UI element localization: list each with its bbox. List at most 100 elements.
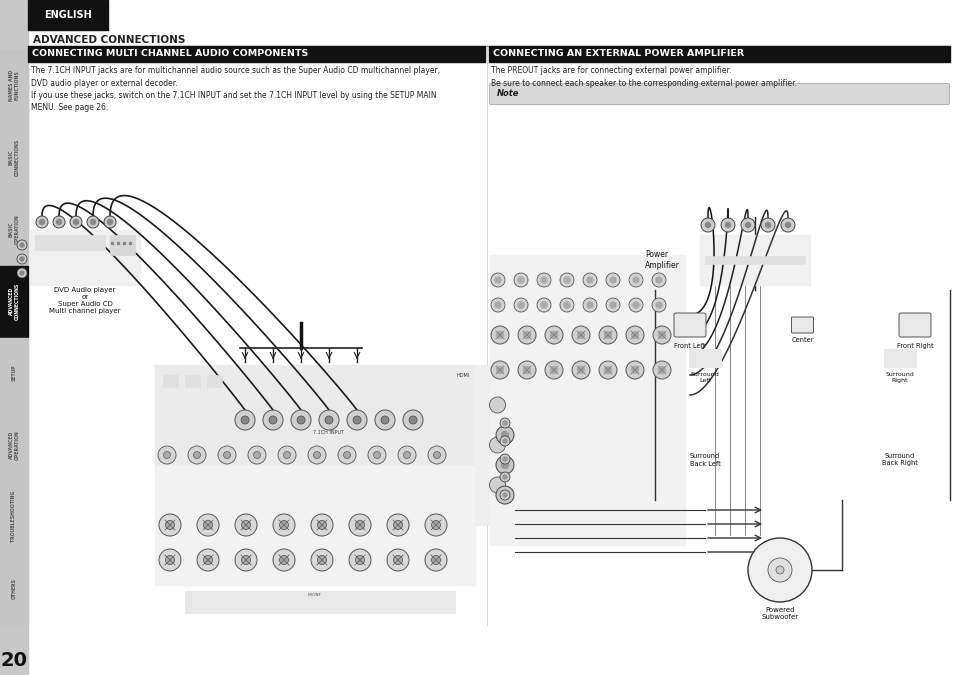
Circle shape	[499, 472, 510, 482]
Circle shape	[724, 223, 730, 227]
Text: Power
Amplifier: Power Amplifier	[644, 250, 679, 270]
Circle shape	[514, 273, 527, 287]
Circle shape	[550, 331, 557, 338]
Circle shape	[656, 302, 661, 308]
Circle shape	[502, 421, 506, 425]
Circle shape	[633, 277, 639, 283]
Circle shape	[296, 416, 305, 424]
Circle shape	[496, 456, 514, 474]
FancyBboxPatch shape	[898, 313, 930, 337]
Circle shape	[499, 436, 510, 446]
Circle shape	[311, 549, 333, 571]
Circle shape	[502, 493, 506, 497]
Circle shape	[628, 273, 642, 287]
Bar	[688, 349, 720, 367]
Circle shape	[517, 326, 536, 344]
Circle shape	[496, 367, 503, 373]
Circle shape	[720, 218, 734, 232]
Circle shape	[234, 514, 256, 536]
Circle shape	[314, 452, 320, 458]
Bar	[655, 290, 949, 500]
Circle shape	[325, 416, 333, 424]
Circle shape	[495, 277, 500, 283]
Circle shape	[775, 566, 783, 574]
Circle shape	[39, 219, 45, 225]
Circle shape	[491, 273, 504, 287]
Circle shape	[409, 416, 416, 424]
Circle shape	[559, 298, 574, 312]
Text: NAMES AND
FUNCTIONS: NAMES AND FUNCTIONS	[9, 70, 19, 101]
Circle shape	[523, 331, 530, 338]
Bar	[0, 338, 28, 408]
Circle shape	[609, 277, 616, 283]
Bar	[0, 194, 28, 265]
Circle shape	[159, 549, 181, 571]
Bar	[700, 235, 809, 285]
Circle shape	[163, 452, 171, 458]
Circle shape	[633, 302, 639, 308]
Bar	[669, 295, 934, 380]
Circle shape	[631, 367, 638, 373]
Circle shape	[279, 556, 288, 564]
Text: ADVANCED
OPERATION: ADVANCED OPERATION	[9, 430, 19, 460]
Circle shape	[586, 302, 593, 308]
Bar	[163, 375, 178, 387]
Circle shape	[104, 216, 116, 228]
Circle shape	[491, 361, 509, 379]
Circle shape	[544, 326, 562, 344]
Circle shape	[563, 277, 569, 283]
Text: Front Left: Front Left	[674, 343, 705, 349]
Bar	[35, 235, 105, 250]
Circle shape	[537, 298, 551, 312]
Circle shape	[248, 446, 266, 464]
Circle shape	[196, 514, 219, 536]
Circle shape	[355, 556, 364, 564]
Circle shape	[387, 514, 409, 536]
Circle shape	[625, 326, 643, 344]
Circle shape	[397, 446, 416, 464]
Text: 7.1CH INPUT: 7.1CH INPUT	[314, 431, 344, 435]
Circle shape	[577, 367, 584, 373]
Circle shape	[380, 416, 389, 424]
Circle shape	[234, 549, 256, 571]
Circle shape	[393, 556, 402, 564]
Circle shape	[241, 416, 249, 424]
Circle shape	[586, 277, 593, 283]
Circle shape	[499, 454, 510, 464]
Circle shape	[17, 268, 27, 278]
Circle shape	[17, 240, 27, 250]
Text: OTHERS: OTHERS	[11, 578, 16, 599]
Circle shape	[87, 216, 99, 228]
Bar	[0, 266, 28, 337]
Circle shape	[375, 410, 395, 430]
Bar	[28, 0, 108, 30]
Text: Surround
Right: Surround Right	[884, 372, 913, 383]
Circle shape	[387, 549, 409, 571]
Text: CONNECTING AN EXTERNAL POWER AMPLIFIER: CONNECTING AN EXTERNAL POWER AMPLIFIER	[493, 49, 743, 59]
Circle shape	[523, 367, 530, 373]
Text: ENGLISH: ENGLISH	[44, 10, 91, 20]
Text: TROUBLESHOOTING: TROUBLESHOOTING	[11, 491, 16, 542]
Circle shape	[517, 277, 523, 283]
Circle shape	[203, 520, 213, 529]
Text: Surround
Left: Surround Left	[690, 372, 719, 383]
Circle shape	[73, 219, 78, 225]
Circle shape	[501, 431, 508, 439]
Circle shape	[517, 302, 523, 308]
Circle shape	[537, 273, 551, 287]
Text: Surround
Back Right: Surround Back Right	[882, 454, 917, 466]
Circle shape	[279, 520, 288, 529]
Circle shape	[652, 361, 670, 379]
Circle shape	[317, 556, 326, 564]
Circle shape	[656, 277, 661, 283]
Circle shape	[158, 446, 175, 464]
Circle shape	[495, 302, 500, 308]
Circle shape	[56, 219, 61, 225]
Circle shape	[402, 410, 422, 430]
Text: CONNECTING MULTI CHANNEL AUDIO COMPONENTS: CONNECTING MULTI CHANNEL AUDIO COMPONENT…	[32, 49, 308, 59]
Circle shape	[651, 273, 665, 287]
Circle shape	[767, 558, 791, 582]
Circle shape	[502, 439, 506, 443]
Bar	[490, 255, 684, 545]
Circle shape	[496, 331, 503, 338]
